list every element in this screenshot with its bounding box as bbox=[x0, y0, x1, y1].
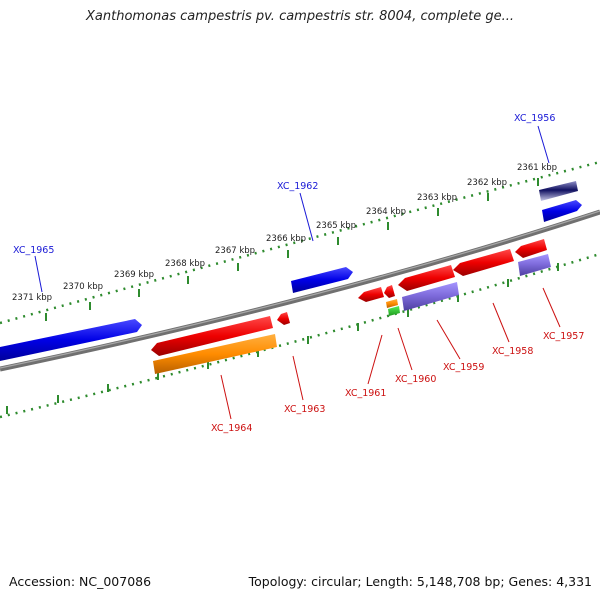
gene-xc1958[interactable] bbox=[453, 249, 514, 276]
gene-label-xc1957[interactable]: XC_1957 bbox=[543, 331, 584, 342]
leader-xc1957 bbox=[542, 287, 561, 328]
gene-xc1960-rna[interactable] bbox=[386, 299, 398, 308]
accession-label: Accession: NC_007086 bbox=[9, 574, 152, 589]
gene-xc1956-cds[interactable] bbox=[539, 181, 578, 201]
minus-strand-genes bbox=[151, 239, 551, 374]
tick-label: 2368 kbp bbox=[165, 259, 205, 269]
gene-labels: XC_1956 XC_1962 XC_1965 XC_1957 XC_1958 … bbox=[13, 113, 584, 434]
tick-label: 2371 kbp bbox=[12, 293, 52, 303]
tick-label: 2370 kbp bbox=[63, 282, 103, 292]
inner-major-ticks bbox=[6, 263, 559, 414]
kbp-labels: 2361 kbp 2362 kbp 2363 kbp 2364 kbp 2365… bbox=[12, 163, 557, 303]
label-leaders bbox=[34, 125, 561, 420]
gene-label-xc1960[interactable]: XC_1960 bbox=[395, 374, 436, 385]
gene-xc1961[interactable] bbox=[358, 287, 384, 302]
gene-label-xc1958[interactable]: XC_1958 bbox=[492, 346, 533, 357]
gene-xc1962[interactable] bbox=[291, 267, 353, 293]
gene-label-xc1956[interactable]: XC_1956 bbox=[514, 113, 555, 124]
outer-major-ticks bbox=[45, 178, 539, 321]
map-title: Xanthomonas campestris pv. campestris st… bbox=[86, 9, 514, 24]
genome-backbone bbox=[0, 209, 600, 372]
plus-strand-genes bbox=[0, 181, 582, 361]
leader-xc1963 bbox=[292, 355, 304, 401]
leader-xc1961 bbox=[367, 334, 383, 385]
gene-xc1956[interactable] bbox=[542, 200, 582, 222]
gene-xc1957-cds[interactable] bbox=[518, 254, 551, 276]
gene-xc1960-rna-b[interactable] bbox=[388, 306, 400, 316]
gene-label-xc1959[interactable]: XC_1959 bbox=[443, 362, 484, 373]
leader-xc1956 bbox=[537, 125, 550, 164]
gene-xc1964[interactable] bbox=[151, 316, 273, 356]
gene-xc1959[interactable] bbox=[398, 265, 455, 291]
gene-xc1957[interactable] bbox=[515, 239, 547, 258]
gene-xc1964-rna[interactable] bbox=[153, 334, 277, 374]
tick-label: 2364 kbp bbox=[366, 207, 406, 217]
gene-label-xc1963[interactable]: XC_1963 bbox=[284, 404, 325, 415]
tick-label: 2361 kbp bbox=[517, 163, 557, 173]
leader-xc1964 bbox=[220, 374, 232, 420]
tick-label: 2366 kbp bbox=[266, 234, 306, 244]
gene-xc1959-cds[interactable] bbox=[402, 282, 459, 311]
tick-label: 2363 kbp bbox=[417, 193, 457, 203]
tick-label: 2362 kbp bbox=[467, 178, 507, 188]
gene-label-xc1964[interactable]: XC_1964 bbox=[211, 423, 252, 434]
tick-label: 2365 kbp bbox=[316, 221, 356, 231]
gene-label-xc1962[interactable]: XC_1962 bbox=[277, 181, 318, 192]
tick-label: 2369 kbp bbox=[114, 270, 154, 280]
gene-xc1963[interactable] bbox=[277, 312, 290, 325]
tick-label: 2367 kbp bbox=[215, 246, 255, 256]
gene-label-xc1961[interactable]: XC_1961 bbox=[345, 388, 386, 399]
genome-summary: Topology: circular; Length: 5,148,708 bp… bbox=[248, 574, 592, 589]
gene-xc1961-b[interactable] bbox=[384, 285, 395, 298]
leader-xc1960 bbox=[397, 327, 413, 371]
gene-xc1965[interactable] bbox=[0, 319, 142, 361]
leader-xc1958 bbox=[492, 302, 510, 343]
leader-xc1959 bbox=[436, 319, 461, 360]
leader-xc1962 bbox=[299, 192, 314, 242]
leader-xc1965 bbox=[34, 255, 43, 293]
gene-label-xc1965[interactable]: XC_1965 bbox=[13, 245, 54, 256]
